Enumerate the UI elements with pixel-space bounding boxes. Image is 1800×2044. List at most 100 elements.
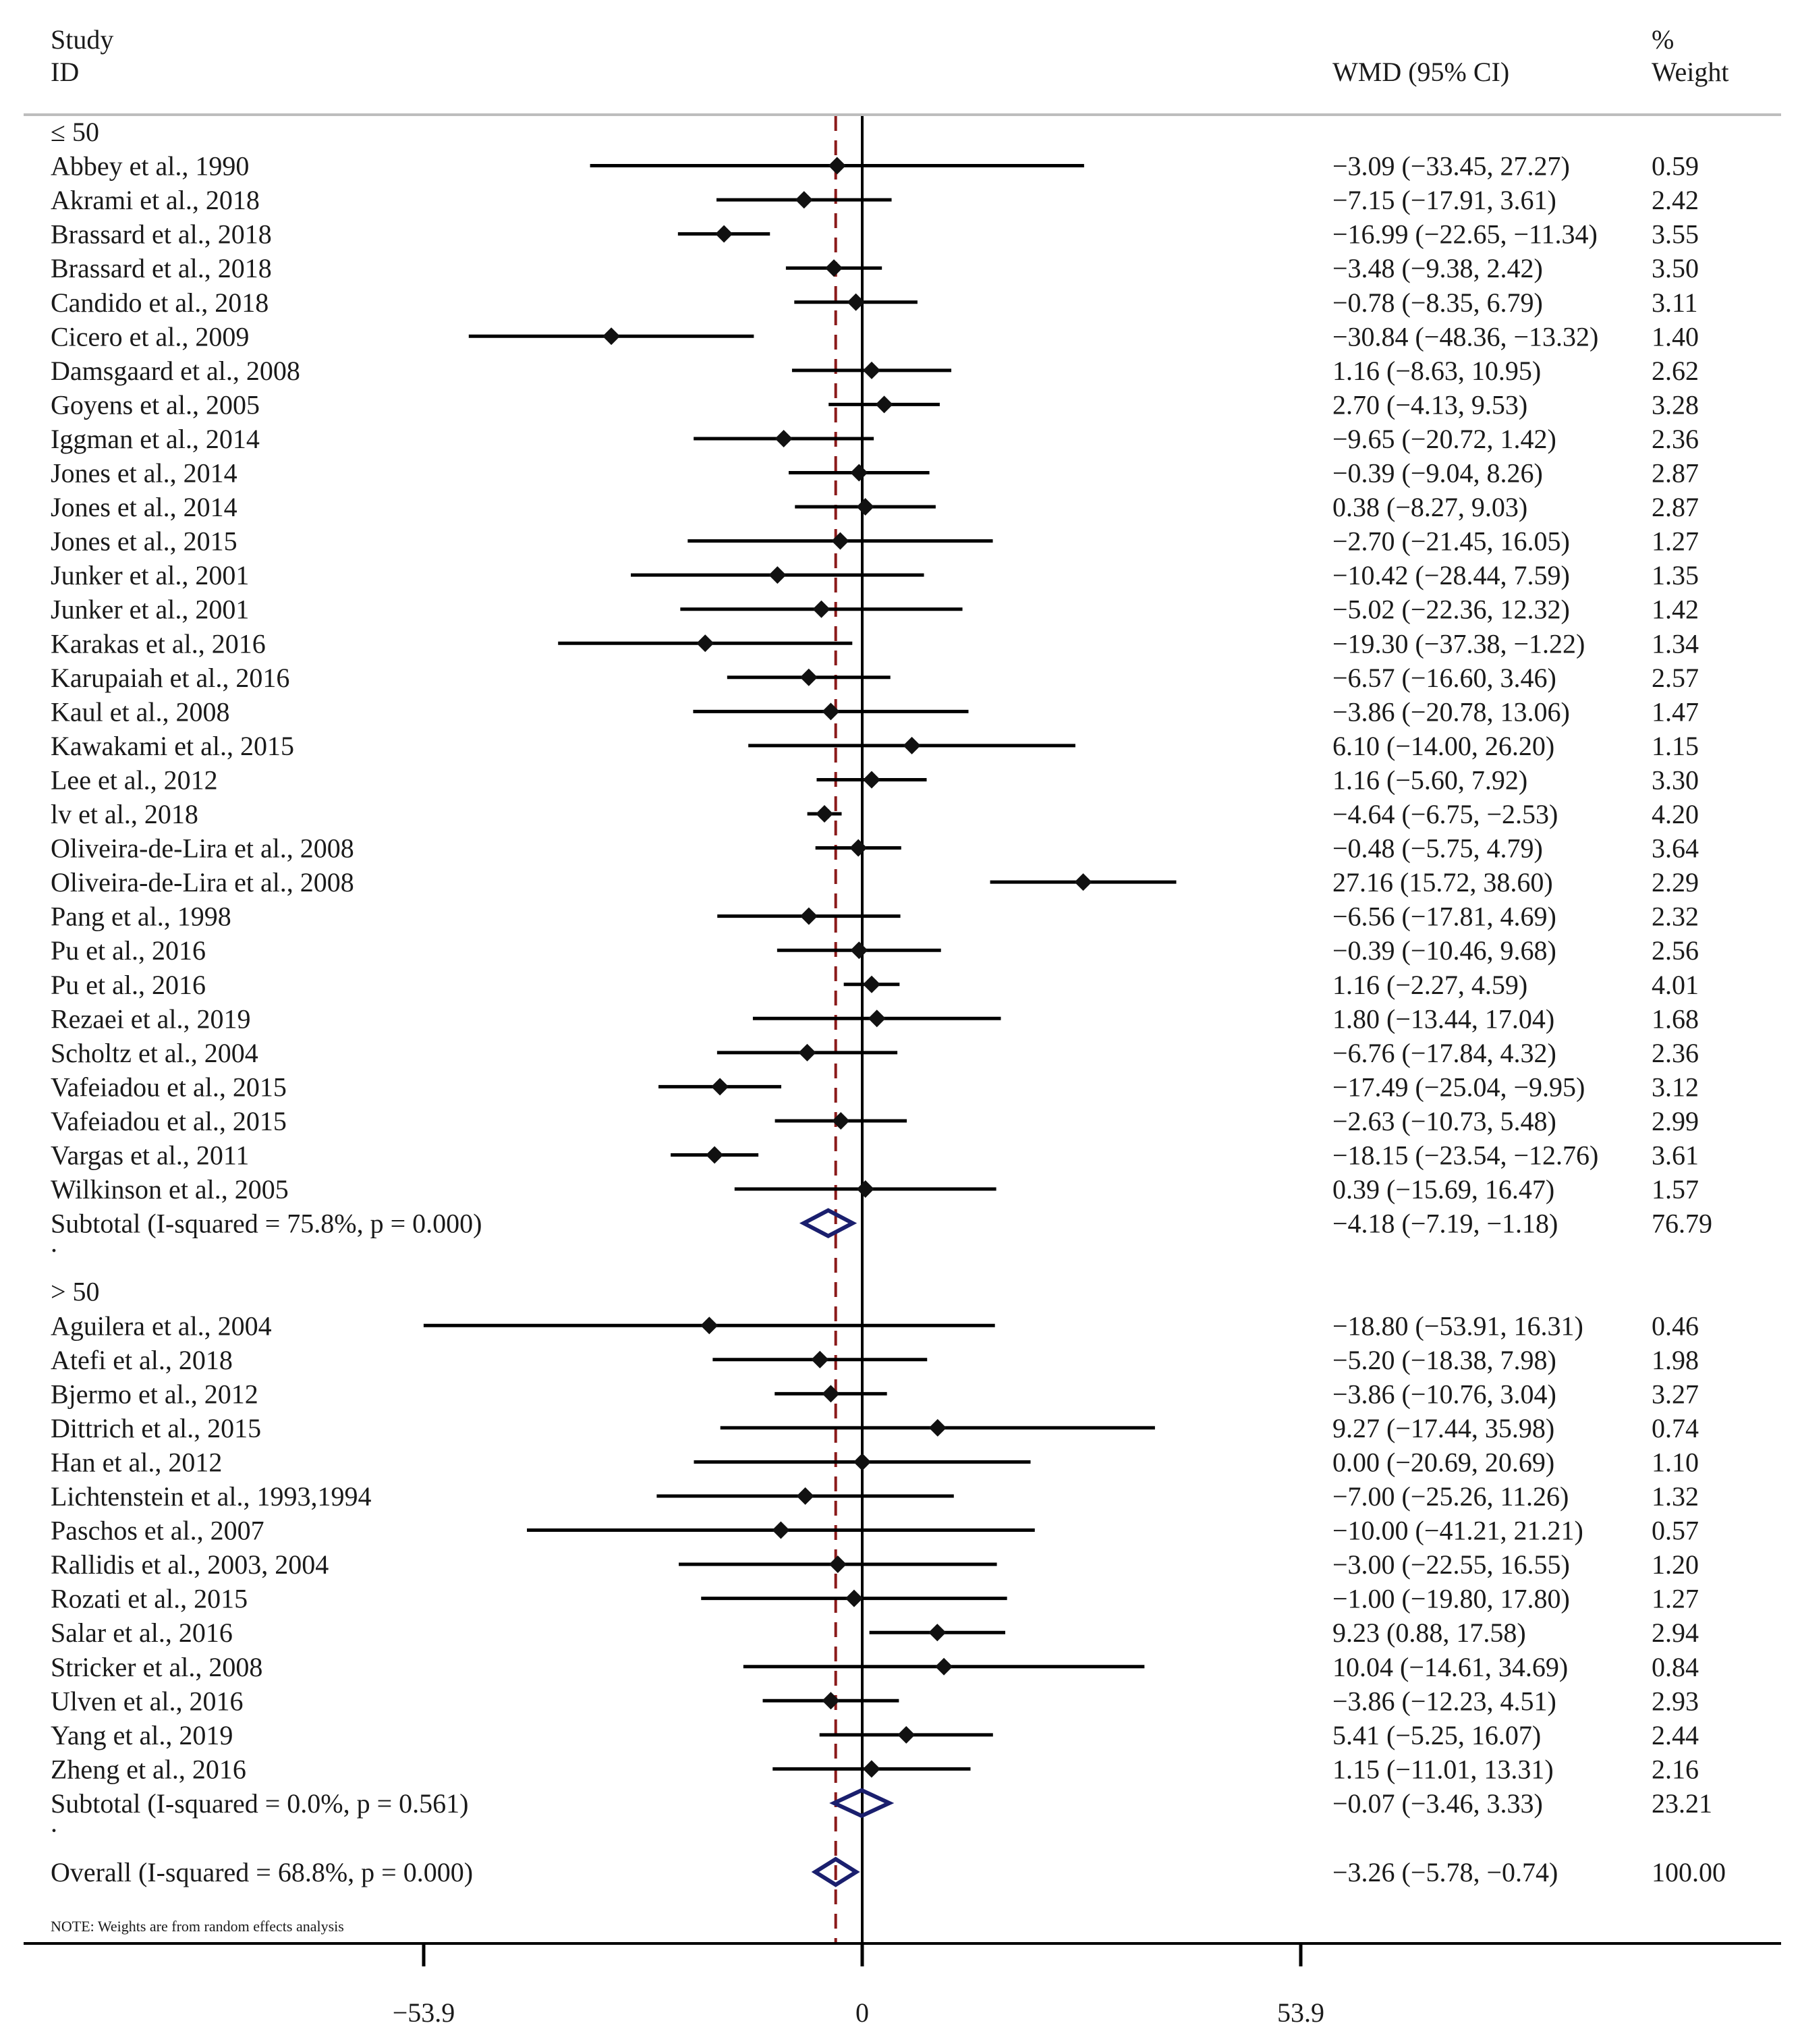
study-weight: 0.59 (1652, 151, 1699, 182)
header-id: ID (51, 57, 79, 87)
study-weight: 2.62 (1652, 356, 1699, 386)
study-weight: 2.87 (1652, 458, 1699, 489)
study-label: Lichtenstein et al., 1993,1994 (51, 1481, 371, 1512)
study-weight: 1.15 (1652, 731, 1699, 761)
study-label: Lee et al., 2012 (51, 765, 218, 795)
study-label: Rezaei et al., 2019 (51, 1003, 251, 1034)
study-ci-text: 6.10 (−14.00, 26.20) (1332, 731, 1554, 761)
group-title: ≤ 50 (51, 117, 99, 147)
study-label: Brassard et al., 2018 (51, 219, 272, 250)
study-ci-text: −0.39 (−10.46, 9.68) (1332, 935, 1556, 966)
plot-area (834, 116, 864, 1943)
study-label: Pang et al., 1998 (51, 902, 231, 932)
study-weight: 3.11 (1652, 287, 1698, 318)
weights-note: NOTE: Weights are from random effects an… (51, 1918, 344, 1935)
point-estimate-marker (775, 429, 793, 447)
point-estimate-marker (811, 1350, 829, 1369)
point-estimate-marker (828, 1555, 847, 1574)
study-weight: 2.87 (1652, 492, 1699, 522)
study-weight: 0.57 (1652, 1516, 1699, 1546)
point-estimate-marker (868, 1010, 886, 1028)
study-ci-text: −3.86 (−10.76, 3.04) (1332, 1379, 1556, 1409)
study-label: Vafeiadou et al., 2015 (51, 1072, 287, 1102)
point-estimate-marker (799, 907, 818, 925)
study-weight: 2.42 (1652, 185, 1699, 215)
point-estimate-marker (928, 1418, 947, 1437)
study-weight: 2.29 (1652, 867, 1699, 897)
study-weight: 2.16 (1652, 1754, 1699, 1784)
study-ci-text: 10.04 (−14.61, 34.69) (1332, 1652, 1568, 1682)
study-ci-text: 5.41 (−5.25, 16.07) (1332, 1720, 1541, 1750)
study-ci-text: 0.39 (−15.69, 16.47) (1332, 1174, 1554, 1205)
study-weight: 1.57 (1652, 1174, 1699, 1205)
study-label: Paschos et al., 2007 (51, 1516, 264, 1546)
study-ci-text: −3.86 (−20.78, 13.06) (1332, 696, 1570, 727)
study-weight: 1.40 (1652, 321, 1699, 352)
study-weight: 2.94 (1652, 1618, 1699, 1648)
point-estimate-marker (795, 191, 813, 209)
study-label: Bjermo et al., 2012 (51, 1379, 258, 1409)
study-label: Candido et al., 2018 (51, 287, 269, 318)
study-ci-text: 1.16 (−5.60, 7.92) (1332, 765, 1527, 795)
study-weight: 1.68 (1652, 1003, 1699, 1034)
study-label: Junker et al., 2001 (51, 560, 249, 590)
subtotal-ci-text: −0.07 (−3.46, 3.33) (1332, 1788, 1543, 1819)
study-weight: 4.20 (1652, 799, 1699, 829)
study-label: Jones et al., 2014 (51, 492, 237, 522)
study-ci-text: −1.00 (−19.80, 17.80) (1332, 1584, 1570, 1614)
study-ci-text: −2.63 (−10.73, 5.48) (1332, 1106, 1556, 1136)
point-estimate-marker (849, 839, 868, 857)
study-weight: 1.10 (1652, 1447, 1699, 1477)
point-estimate-marker (768, 566, 787, 584)
point-estimate-marker (862, 771, 880, 789)
study-ci-text: −6.56 (−17.81, 4.69) (1332, 902, 1556, 932)
study-weight: 3.28 (1652, 389, 1699, 420)
study-weight: 3.27 (1652, 1379, 1699, 1409)
study-weight: 0.46 (1652, 1310, 1699, 1341)
study-label: Karakas et al., 2016 (51, 628, 266, 659)
study-weight: 2.44 (1652, 1720, 1699, 1750)
study-weight: 3.61 (1652, 1140, 1699, 1171)
point-estimate-marker (816, 805, 834, 823)
study-weight: 3.30 (1652, 765, 1699, 795)
study-ci-text: 2.70 (−4.13, 9.53) (1332, 389, 1527, 420)
study-weight: 2.99 (1652, 1106, 1699, 1136)
point-estimate-marker (1074, 873, 1092, 891)
study-weight: 2.36 (1652, 424, 1699, 454)
x-tick-label: −53.9 (393, 1997, 455, 2028)
header-percent: % (1652, 24, 1674, 55)
point-estimate-marker (928, 1624, 947, 1642)
study-weight: 2.36 (1652, 1038, 1699, 1068)
study-weight: 3.55 (1652, 219, 1699, 250)
study-label: Rozati et al., 2015 (51, 1584, 248, 1614)
point-estimate-marker (845, 1589, 863, 1607)
study-weight: 1.47 (1652, 696, 1699, 727)
study-ci-text: −16.99 (−22.65, −11.34) (1332, 219, 1598, 250)
point-estimate-marker (850, 464, 868, 482)
study-ci-text: −0.39 (−9.04, 8.26) (1332, 458, 1543, 489)
point-estimate-marker (831, 532, 849, 550)
subtotal-ci-text: −4.18 (−7.19, −1.18) (1332, 1209, 1558, 1239)
study-weight: 3.12 (1652, 1072, 1699, 1102)
study-weight: 3.50 (1652, 253, 1699, 283)
study-ci-text: 1.16 (−8.63, 10.95) (1332, 356, 1541, 386)
point-estimate-marker (696, 634, 714, 653)
study-weight: 3.64 (1652, 833, 1699, 864)
point-estimate-marker (853, 1453, 871, 1471)
study-ci-text: −6.57 (−16.60, 3.46) (1332, 663, 1556, 693)
study-label: lv et al., 2018 (51, 799, 198, 829)
study-ci-text: 9.23 (0.88, 17.58) (1332, 1618, 1526, 1648)
study-label: Karupaiah et al., 2016 (51, 663, 289, 693)
study-label: Dittrich et al., 2015 (51, 1413, 261, 1443)
subtotal-label: Subtotal (I-squared = 75.8%, p = 0.000) (51, 1209, 482, 1239)
point-estimate-marker (856, 498, 874, 516)
study-weight: 1.27 (1652, 1584, 1699, 1614)
study-ci-text: −5.02 (−22.36, 12.32) (1332, 595, 1570, 625)
study-ci-text: 1.16 (−2.27, 4.59) (1332, 970, 1527, 1000)
subtotal-weight: 23.21 (1652, 1788, 1712, 1819)
study-ci-text: −19.30 (−37.38, −1.22) (1332, 628, 1585, 659)
x-tick-label: 53.9 (1277, 1997, 1324, 2028)
study-ci-text: −3.48 (−9.38, 2.42) (1332, 253, 1543, 283)
study-ci-text: 1.80 (−13.44, 17.04) (1332, 1003, 1554, 1034)
